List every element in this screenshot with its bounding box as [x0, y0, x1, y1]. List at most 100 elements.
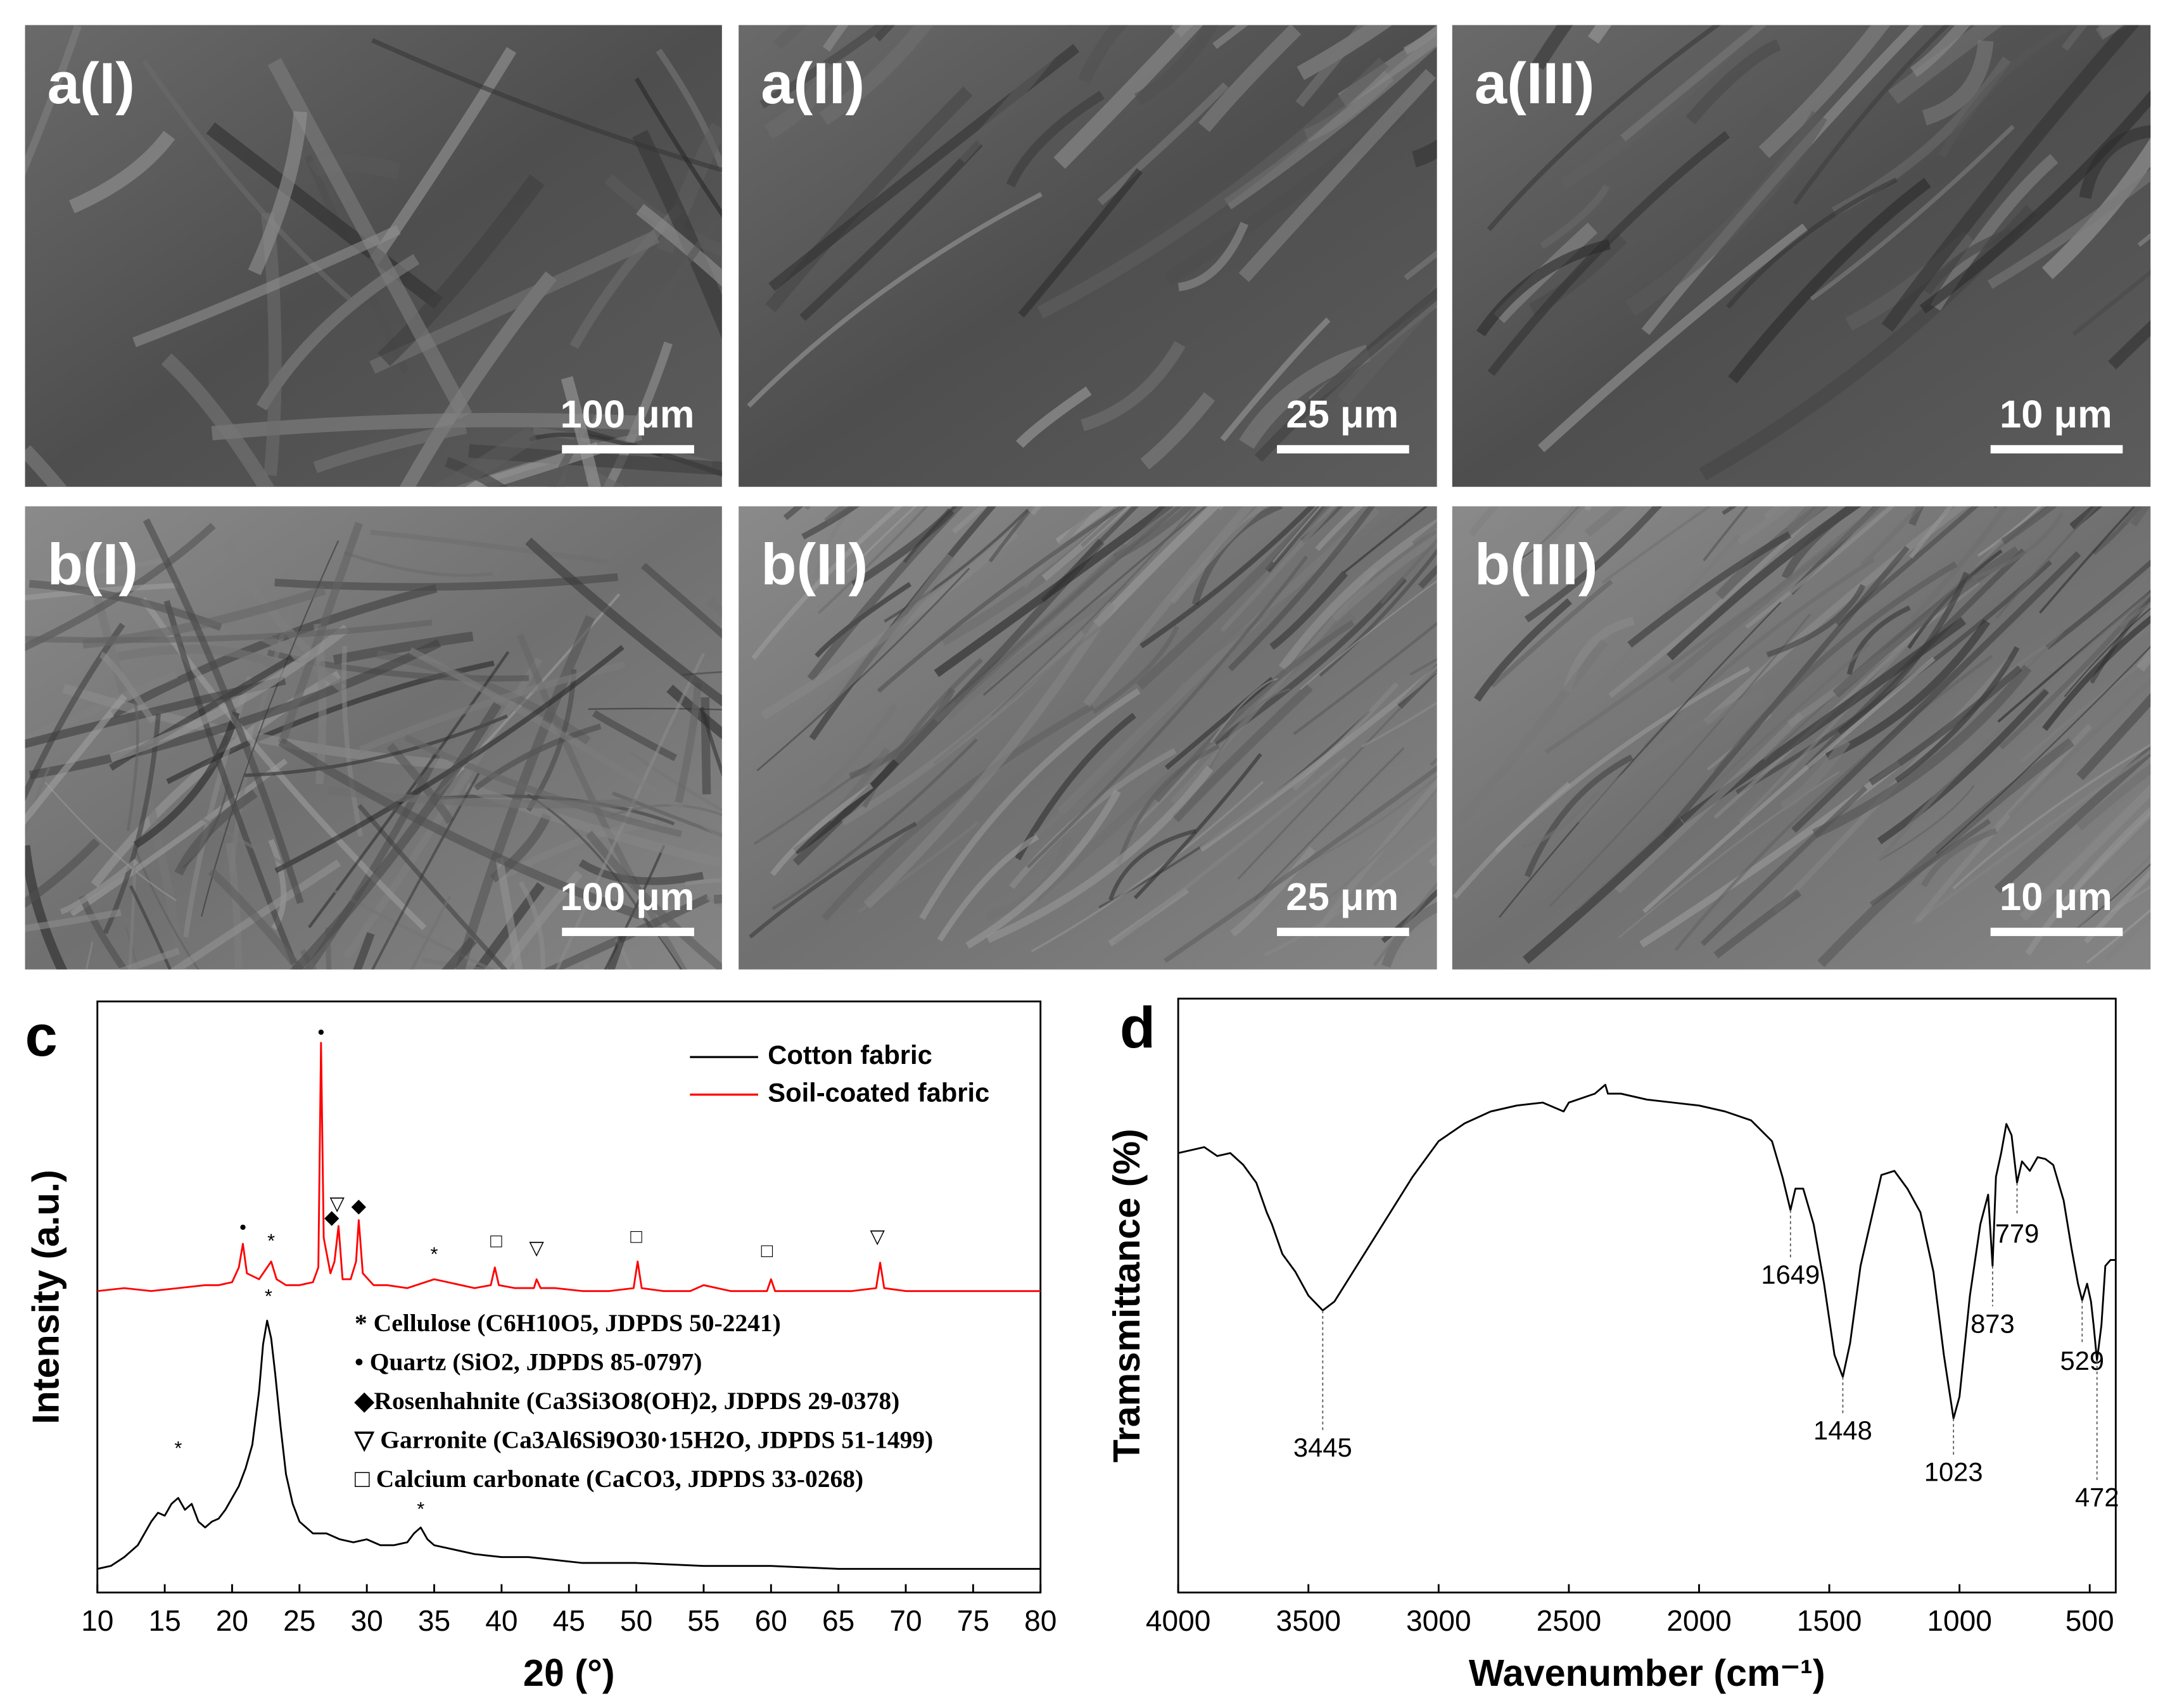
peak-marker: ▽ — [529, 1236, 544, 1258]
sem-fiber — [1331, 533, 1437, 622]
sem-fiber — [685, 878, 722, 886]
sem-fiber — [765, 86, 973, 313]
sem-fiber — [645, 918, 683, 970]
sem-fiber — [1766, 584, 1866, 658]
data-line — [97, 1319, 1041, 1570]
sem-fiber — [518, 881, 545, 970]
sem-fiber — [1522, 817, 1685, 964]
sem-fiber — [1736, 506, 1793, 545]
sem-fiber — [1272, 506, 1323, 563]
sem-fiber — [771, 738, 978, 911]
y-axis-label: Tramsmittance (%) — [1105, 1129, 1148, 1462]
sem-fiber — [1745, 506, 1895, 629]
peak-label: 472 — [2075, 1483, 2119, 1512]
sem-fiber — [468, 444, 722, 476]
sem-fiber — [370, 529, 609, 564]
sem-fiber — [2001, 506, 2058, 545]
sem-fiber — [129, 885, 172, 970]
sem-fiber — [561, 376, 601, 487]
sem-fiber — [1575, 642, 1871, 911]
sem-fiber — [1254, 287, 1437, 462]
sem-fiber — [1133, 752, 1262, 899]
sem-image — [739, 506, 1437, 970]
sem-fiber — [542, 894, 710, 970]
sem-fiber — [1209, 688, 1290, 768]
peak-label: 1649 — [1761, 1260, 1820, 1289]
sem-fiber — [2008, 678, 2151, 818]
sem-fiber — [1092, 625, 1179, 714]
sem-fiber — [751, 506, 903, 661]
sem-fiber — [1601, 506, 1712, 584]
sem-fiber — [991, 506, 1198, 716]
sem-fiber — [747, 192, 1043, 408]
sem-fiber — [1861, 506, 1924, 566]
sem-fiber — [141, 60, 354, 303]
sem-fiber — [807, 506, 963, 681]
sem-fiber — [846, 506, 917, 573]
sem-fiber — [2069, 506, 2103, 530]
sem-fiber — [632, 130, 722, 339]
sem-fiber — [1758, 25, 1891, 158]
sem-fiber — [1412, 522, 1437, 546]
sem-fiber — [1869, 818, 1991, 907]
scale-bar — [562, 445, 694, 454]
sem-fiber — [1297, 25, 1393, 80]
sem-fiber — [759, 25, 889, 109]
sem-fiber — [224, 541, 324, 666]
sem-fiber — [1081, 341, 1186, 431]
sem-fiber — [208, 868, 305, 970]
x-tick-label: 30 — [351, 1604, 383, 1637]
sem-fiber — [99, 652, 156, 724]
sem-fiber — [25, 767, 51, 836]
peak-marker: * — [174, 1437, 182, 1459]
sem-fiber — [1713, 889, 1802, 959]
x-tick-label: 25 — [283, 1604, 315, 1637]
sem-fiber — [919, 688, 1141, 920]
sem-fiber — [1418, 564, 1437, 589]
sem-fiber — [1114, 757, 1347, 945]
sem-fiber — [956, 25, 1082, 163]
sem-fiber — [1293, 621, 1437, 736]
sem-fiber — [1077, 25, 1129, 84]
sem-fiber — [357, 804, 508, 970]
sem-fiber — [1923, 227, 2014, 295]
sem-fiber — [701, 697, 711, 795]
panel-label: b(II) — [761, 532, 868, 597]
phase-label: * Cellulose (C6H10O5, JDPDS 50-2241) — [355, 1309, 781, 1337]
scale-bar — [562, 927, 694, 937]
peak-marker: • — [239, 1216, 246, 1238]
sem-fiber — [756, 567, 970, 771]
sem-fiber — [1836, 506, 1979, 626]
sem-fiber — [1810, 125, 2015, 301]
x-axis-label: 2θ (°) — [523, 1652, 615, 1694]
sem-fiber — [1264, 834, 1437, 957]
sem-fiber — [143, 518, 304, 904]
sem-fiber — [1549, 613, 1812, 908]
x-tick-label: 75 — [957, 1604, 989, 1637]
y-axis-label: Intensity (a.u.) — [25, 1170, 67, 1424]
sem-fiber — [25, 838, 100, 908]
sem-fiber — [934, 506, 1175, 723]
sem-fiber — [1987, 169, 2151, 289]
panel-label: a(III) — [1475, 51, 1595, 116]
sem-fiber — [79, 550, 186, 963]
sem-fiber — [1315, 506, 1364, 552]
peak-marker: ▽ — [330, 1192, 345, 1214]
data-line — [1177, 1084, 2116, 1420]
sem-fiber — [1879, 785, 1975, 861]
x-tick-label: 1500 — [1797, 1604, 1862, 1637]
sem-fiber — [2076, 763, 2151, 831]
sem-fiber — [1515, 534, 1741, 772]
sem-fiber — [1237, 669, 1437, 880]
sem-image — [739, 25, 1437, 487]
sem-fiber — [1198, 25, 1302, 132]
sem-fiber — [1295, 25, 1370, 108]
x-tick-label: 15 — [148, 1604, 181, 1637]
sem-fiber — [547, 218, 721, 487]
sem-fiber — [675, 683, 702, 804]
sem-fiber — [822, 702, 1095, 921]
sem-fiber — [1666, 506, 1862, 661]
sem-fiber — [615, 938, 633, 970]
sem-fiber — [819, 25, 934, 125]
sem-fiber — [583, 963, 590, 970]
